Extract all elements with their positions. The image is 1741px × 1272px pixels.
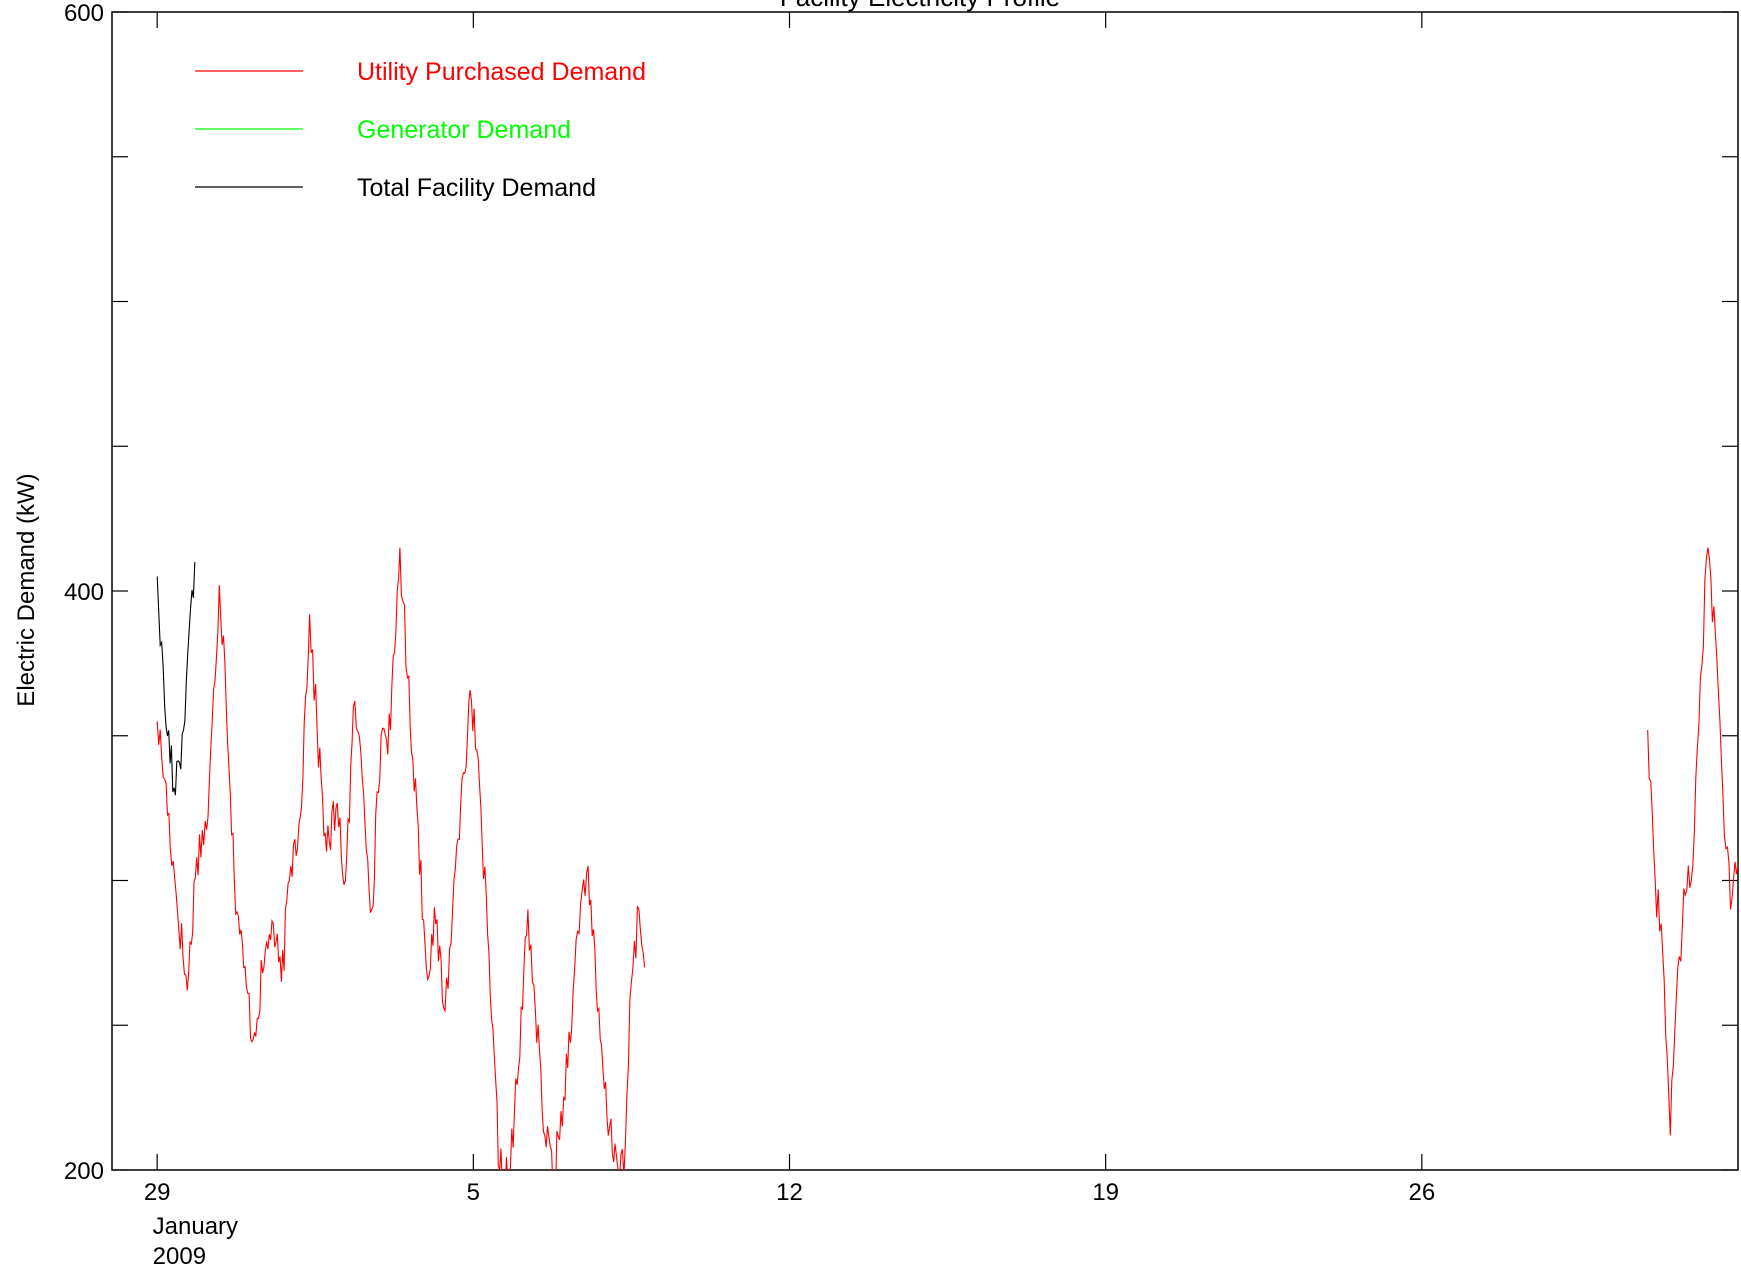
y-axis-label: Electric Demand (kW) — [13, 473, 40, 706]
y-tick-label: 600 — [64, 0, 104, 27]
x-period-label: January — [153, 1213, 238, 1240]
x-tick-label: 19 — [1092, 1179, 1119, 1206]
series-line — [156, 547, 1738, 1170]
y-tick-label: 200 — [64, 1158, 104, 1185]
x-period-label: 2009 — [153, 1243, 206, 1270]
x-tick-label: 26 — [1408, 1179, 1435, 1206]
x-tick-label: 5 — [467, 1179, 480, 1206]
chart-title: Facility Electricity Profile — [780, 0, 1060, 12]
plot-frame — [111, 11, 1739, 1171]
y-tick-label: 400 — [64, 579, 104, 606]
series-layer — [156, 547, 1738, 1170]
axis-ticks: 200 400 600 29 5 12 19 26 January 2009 — [64, 0, 1738, 1270]
x-tick-label: 29 — [144, 1179, 171, 1206]
legend-label: Generator Demand — [357, 116, 571, 144]
x-tick-label: 12 — [776, 1179, 803, 1206]
legend-label: Total Facility Demand — [357, 174, 596, 202]
legend-label: Utility Purchased Demand — [357, 58, 646, 86]
series-line — [156, 561, 196, 796]
legend: Utility Purchased Demand Generator Demand… — [195, 58, 646, 202]
